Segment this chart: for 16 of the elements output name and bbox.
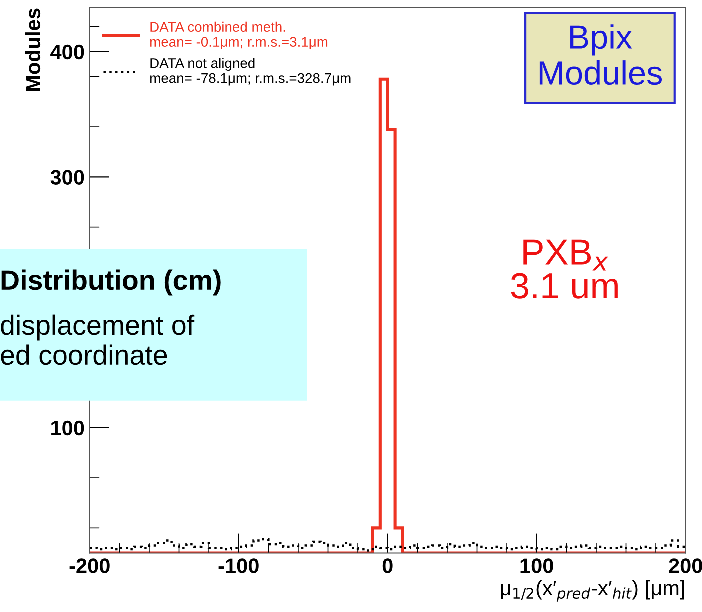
annotation: PXB$_{x}$ 3.1 um bbox=[511, 240, 618, 299]
y-tick-label: 100 bbox=[52, 420, 84, 436]
x-axis-title: μ$_{1/2}$(x′$_{pred}$-x′$_{hit}$) [μm] bbox=[501, 580, 684, 602]
y-axis-title: Modules bbox=[25, 8, 41, 92]
x-tick-label: -200 bbox=[70, 558, 110, 574]
annotation: Bpix Modules bbox=[540, 24, 662, 86]
annotation: Distribution (cm) bbox=[2, 270, 221, 296]
y-tick-label: 300 bbox=[50, 170, 84, 185]
legend-label: DATA not aligned mean= -78.1μm; r.m.s.=328.7μm bbox=[150, 58, 351, 86]
x-tick-label: 0 bbox=[382, 558, 393, 574]
x-tick-label: 100 bbox=[520, 558, 554, 574]
legend-label: DATA combined meth. mean= -0.1μm; r.m.s.=3.1μm bbox=[150, 22, 328, 50]
annotation: displacement of ed coordinate bbox=[1, 314, 195, 366]
y-tick-label: 400 bbox=[50, 44, 84, 60]
x-tick-label: 200 bbox=[669, 558, 702, 574]
x-tick-label: -100 bbox=[218, 558, 259, 574]
